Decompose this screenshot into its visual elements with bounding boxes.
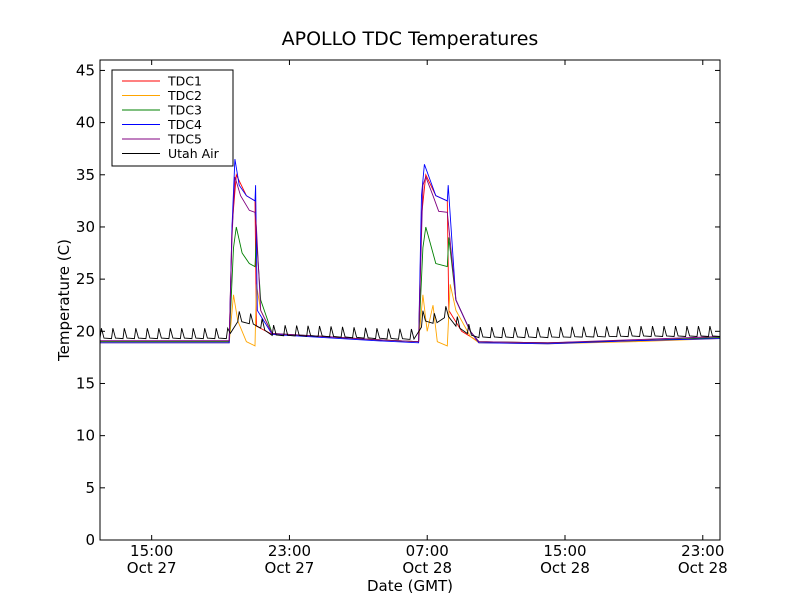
x-tick-label-date: Oct 28 xyxy=(678,559,728,577)
y-tick-label: 40 xyxy=(76,114,95,132)
y-tick-label: 25 xyxy=(76,270,95,288)
y-axis-label: Temperature (C) xyxy=(55,239,73,362)
legend-label: TDC1 xyxy=(167,74,202,89)
y-tick-label: 0 xyxy=(85,531,95,549)
series-layer xyxy=(99,159,721,347)
x-tick-label-time: 15:00 xyxy=(130,542,173,560)
y-tick-label: 5 xyxy=(85,479,95,497)
x-tick-label-time: 23:00 xyxy=(268,542,311,560)
x-tick-label-date: Oct 27 xyxy=(127,559,177,577)
x-tick-label-date: Oct 28 xyxy=(402,559,452,577)
plot-frame xyxy=(99,59,721,541)
chart-title: APOLLO TDC Temperatures xyxy=(282,28,539,50)
x-tick-label-time: 15:00 xyxy=(543,542,586,560)
y-tick-label: 45 xyxy=(76,61,95,79)
y-tick-label: 15 xyxy=(76,374,95,392)
y-tick-label: 10 xyxy=(76,427,95,445)
legend-label: TDC4 xyxy=(167,117,202,132)
series-line-tdc2 xyxy=(100,284,721,347)
legend-label: TDC3 xyxy=(167,103,202,118)
y-tick-label: 30 xyxy=(76,218,95,236)
x-tick-label-time: 23:00 xyxy=(681,542,724,560)
series-line-utah-air xyxy=(99,306,721,341)
legend-label: TDC2 xyxy=(167,88,202,103)
x-tick-label-date: Oct 27 xyxy=(265,559,315,577)
legend-label: Utah Air xyxy=(168,146,220,161)
x-axis-label: Date (GMT) xyxy=(367,577,453,595)
legend-box xyxy=(111,69,234,167)
x-tick-label-date: Oct 28 xyxy=(540,559,590,577)
y-tick-label: 20 xyxy=(76,322,95,340)
x-tick-label-time: 07:00 xyxy=(406,542,449,560)
y-tick-label: 35 xyxy=(76,166,95,184)
legend-label: TDC5 xyxy=(167,132,202,147)
y-axis: 0 5 10 15 20 25 30 35 40 45 xyxy=(76,61,720,549)
